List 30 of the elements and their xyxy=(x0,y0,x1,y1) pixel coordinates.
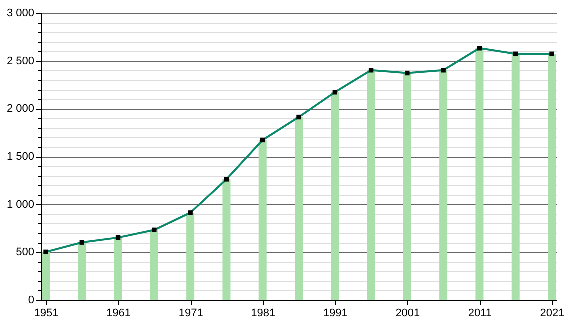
x-tick-label: 2001 xyxy=(396,308,420,320)
bar xyxy=(403,73,412,300)
bar xyxy=(367,70,376,300)
x-tick-label: 1981 xyxy=(251,308,276,320)
x-tick-label: 1961 xyxy=(106,308,132,320)
bar xyxy=(186,212,195,300)
y-tick-label: 1 500 xyxy=(6,151,34,163)
y-tick-label: 0 xyxy=(28,294,34,306)
bar xyxy=(258,140,267,300)
bar xyxy=(548,54,556,300)
y-tick-label: 2 000 xyxy=(6,103,34,116)
bar xyxy=(150,230,158,300)
x-tick-label: 1971 xyxy=(178,308,204,320)
x-tick-label: 1951 xyxy=(34,308,59,320)
bar xyxy=(78,242,86,300)
bar xyxy=(42,252,50,300)
bar xyxy=(295,117,303,300)
bar xyxy=(512,54,520,300)
bar xyxy=(440,70,448,300)
y-tick-label: 2 500 xyxy=(6,55,34,68)
bar xyxy=(331,92,340,300)
bar xyxy=(222,179,231,300)
x-tick-label: 2011 xyxy=(468,308,492,320)
bar xyxy=(114,238,122,300)
y-tick-label: 1 000 xyxy=(6,198,34,211)
bar xyxy=(476,48,484,300)
x-tick-label: 2021 xyxy=(540,308,565,320)
y-tick-label: 3 000 xyxy=(6,8,34,20)
y-tick-label: 500 xyxy=(16,246,34,259)
x-tick-label: 1991 xyxy=(323,308,348,320)
